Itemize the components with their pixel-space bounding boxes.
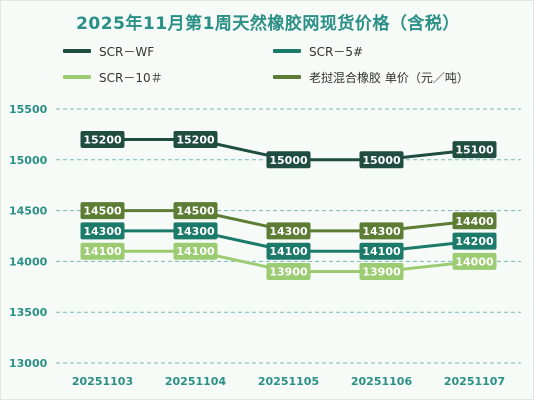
- x-tick-label: 20251107: [444, 375, 505, 388]
- legend-item-laos-mix: 老挝混合橡胶 单价（元／吨）: [273, 69, 469, 85]
- data-label-box-2: [359, 263, 404, 281]
- legend-label-laos-mix: 老挝混合橡胶 单价（元／吨）: [309, 70, 469, 85]
- legend-swatch-scr-5: [273, 49, 301, 53]
- chart-title: 2025年11月第1周天然橡胶网现货价格（含税）: [76, 14, 460, 34]
- data-label-1: 14300: [176, 225, 215, 238]
- legend-item-scr-10: SCR－10＃: [63, 69, 163, 85]
- data-label-box-2: [266, 263, 311, 281]
- data-label-1: 14300: [83, 225, 122, 238]
- y-tick-label: 13500: [9, 306, 48, 319]
- data-label-3: 14300: [269, 225, 308, 238]
- y-tick-label: 15500: [9, 103, 48, 116]
- data-label-box-3: [359, 222, 404, 240]
- data-label-3: 14400: [455, 215, 494, 228]
- legend-label-scr-5: SCR－5#: [309, 44, 364, 59]
- legend-label-scr-wf: SCR－WF: [99, 44, 155, 59]
- data-label-0: 15200: [83, 133, 122, 146]
- data-label-2: 14100: [176, 245, 215, 258]
- data-label-box-0: [452, 141, 497, 159]
- data-label-0: 15000: [362, 154, 401, 167]
- data-label-box-3: [80, 202, 125, 220]
- data-label-1: 14200: [455, 235, 494, 248]
- x-tick-label: 20251106: [351, 375, 413, 388]
- data-label-3: 14300: [362, 225, 401, 238]
- legend-label-scr-10: SCR－10＃: [99, 70, 163, 85]
- data-label-box-0: [266, 151, 311, 169]
- data-label-2: 14100: [83, 245, 122, 258]
- data-label-box-1: [266, 242, 311, 260]
- data-label-box-2: [173, 242, 218, 260]
- y-tick-label: 15000: [9, 154, 48, 167]
- legend-swatch-scr-10: [63, 75, 91, 79]
- data-label-box-1: [80, 222, 125, 240]
- legend-item-scr-5: SCR－5#: [273, 43, 363, 59]
- x-tick-label: 20251104: [165, 375, 227, 388]
- data-label-box-3: [452, 212, 497, 230]
- data-label-0: 15200: [176, 133, 215, 146]
- data-label-0: 15000: [269, 154, 308, 167]
- data-label-3: 14500: [83, 205, 122, 218]
- y-tick-label: 13000: [9, 357, 48, 370]
- data-label-box-1: [452, 232, 497, 250]
- y-tick-label: 14500: [9, 205, 48, 218]
- x-tick-label: 20251103: [72, 375, 133, 388]
- data-label-box-2: [452, 252, 497, 270]
- data-label-box-0: [80, 130, 125, 148]
- legend-swatch-laos-mix: [273, 75, 301, 79]
- y-tick-label: 14000: [9, 255, 48, 268]
- data-label-1: 14100: [362, 245, 401, 258]
- data-label-box-3: [173, 202, 218, 220]
- legend-item-scr-wf: SCR－WF: [63, 43, 154, 59]
- data-label-box-2: [80, 242, 125, 260]
- data-label-2: 13900: [269, 266, 308, 279]
- data-label-box-0: [359, 151, 404, 169]
- data-label-2: 13900: [362, 266, 401, 279]
- data-label-0: 15100: [455, 144, 494, 157]
- data-label-1: 14100: [269, 245, 308, 258]
- data-label-3: 14500: [176, 205, 215, 218]
- data-label-box-0: [173, 130, 218, 148]
- x-tick-label: 20251105: [258, 375, 319, 388]
- data-label-box-3: [266, 222, 311, 240]
- legend-swatch-scr-wf: [63, 49, 91, 53]
- data-label-2: 14000: [455, 255, 494, 268]
- data-label-box-1: [359, 242, 404, 260]
- data-label-box-1: [173, 222, 218, 240]
